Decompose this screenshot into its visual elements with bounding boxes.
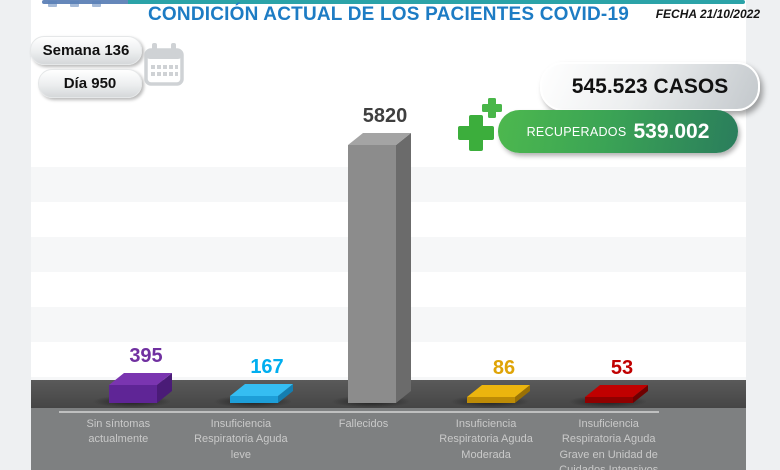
category-label: Fallecidos [338, 418, 389, 430]
top-rule-blue-segment [42, 0, 128, 4]
recovered-value: 539.002 [633, 119, 710, 143]
category-label-band [31, 408, 746, 470]
day-badge-label: Día 950 [63, 75, 117, 92]
bar-value-label: 167 [250, 356, 284, 378]
medical-cross-icon [458, 98, 502, 151]
date-label: FECHA 21/10/2022 [655, 7, 760, 21]
total-cases-label: 545.523 CASOS [571, 74, 729, 98]
week-badge-label: Semana 136 [42, 42, 130, 59]
cropped-logo-fragment [48, 1, 57, 7]
cropped-logo-fragment [92, 1, 101, 7]
recovered-label: RECUPERADOS [526, 124, 627, 139]
bar-value-label: 86 [492, 357, 516, 379]
cropped-logo-fragment [70, 1, 79, 7]
recovered-badge: RECUPERADOS 539.002 [498, 110, 738, 153]
category-label: Sin síntomas actualmente [86, 418, 151, 446]
week-badge: Semana 136 [30, 36, 142, 65]
bar-value-label: 395 [129, 345, 163, 367]
bar-value-label: 53 [610, 357, 634, 379]
bar-value-label: 5820 [362, 105, 408, 127]
page-title: CONDICIÓN ACTUAL DE LOS PACIENTES COVID-… [148, 4, 629, 25]
category-labels: Sin síntomas actualmente Insuficiencia R… [57, 417, 670, 470]
calendar-icon [144, 43, 184, 86]
x-axis-line [59, 411, 659, 413]
day-badge: Día 950 [38, 69, 142, 98]
category-label: Insuficiencia Respiratoria Aguda leve [194, 418, 288, 461]
category-label: Insuficiencia Respiratoria Aguda Moderad… [439, 418, 533, 461]
total-cases-badge: 545.523 CASOS [540, 62, 760, 111]
top-rule-teal-segment [128, 0, 745, 4]
category-label: Insuficiencia Respiratoria Aguda Grave e… [559, 418, 658, 470]
